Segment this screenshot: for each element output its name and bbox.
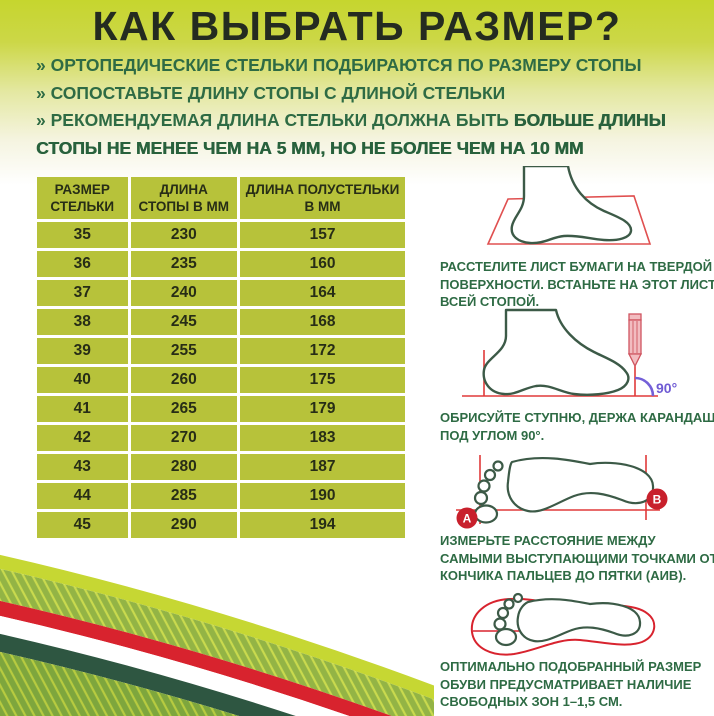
table-cell: 39 [37,338,128,364]
step-1-text: РАССТЕЛИТЕ ЛИСТ БУМАГИ НА ТВЕРДОЙ ПОВЕРХ… [440,259,714,309]
table-row: 39 255 172 [37,338,405,364]
table-row: 40 260 175 [37,367,405,393]
table-cell: 41 [37,396,128,422]
table-cell: 164 [240,280,405,306]
table-cell: 179 [240,396,405,422]
step-4-text: ОПТИМАЛЬНО ПОДОБРАННЫЙ РАЗМЕР ОБУВИ ПРЕД… [440,659,702,709]
page-title: КАК ВЫБРАТЬ РАЗМЕР? [92,3,622,49]
table-cell: 35 [37,222,128,248]
table-cell: 168 [240,309,405,335]
table-cell: 260 [130,367,238,393]
table-cell: 265 [130,396,238,422]
table-cell: 42 [37,425,128,451]
table-cell: 43 [37,454,128,480]
intro-bullets: » ОРТОПЕДИЧЕСКИЕ СТЕЛЬКИ ПОДБИРАЮТСЯ ПО … [36,52,692,162]
table-cell: 36 [37,251,128,277]
table-row: 44 285 190 [37,483,405,509]
table-row: 45 290 194 [37,512,405,538]
table-row: 35 230 157 [37,222,405,248]
point-b-label: В [653,493,662,507]
table-cell: 190 [240,483,405,509]
size-table: РАЗМЕР СТЕЛЬКИ ДЛИНА СТОПЫ В ММ ДЛИНА ПО… [34,174,408,541]
table-cell: 172 [240,338,405,364]
table-cell: 187 [240,454,405,480]
decorative-waves [0,554,434,716]
table-cell: 37 [37,280,128,306]
table-cell: 235 [130,251,238,277]
table-cell: 255 [130,338,238,364]
table-cell: 45 [37,512,128,538]
table-cell: 160 [240,251,405,277]
table-cell: 157 [240,222,405,248]
table-row: 43 280 187 [37,454,405,480]
table-row: 42 270 183 [37,425,405,451]
table-row: 38 245 168 [37,309,405,335]
trace-foot-pencil-icon: 90° [458,308,680,409]
table-cell: 194 [240,512,405,538]
table-cell: 38 [37,309,128,335]
bullet-2: » СОПОСТАВЬТЕ ДЛИНУ СТОПЫ С ДЛИНОЙ СТЕЛЬ… [36,82,506,103]
header-insole-size: РАЗМЕР СТЕЛЬКИ [37,177,128,219]
step-3-text: ИЗМЕРЬТЕ РАССТОЯНИЕ МЕЖДУ САМЫМИ ВЫСТУПА… [440,533,714,583]
bullet-3: » РЕКОМЕНДУЕМАЯ ДЛИНА СТЕЛЬКИ ДОЛЖНА БЫТ… [36,107,692,162]
table-row: 37 240 164 [37,280,405,306]
table-cell: 175 [240,367,405,393]
table-cell: 270 [130,425,238,451]
table-cell: 40 [37,367,128,393]
table-cell: 44 [37,483,128,509]
table-header-row: РАЗМЕР СТЕЛЬКИ ДЛИНА СТОПЫ В ММ ДЛИНА ПО… [37,177,405,219]
table-cell: 240 [130,280,238,306]
header-foot-length: ДЛИНА СТОПЫ В ММ [130,177,238,219]
step-2-text: ОБРИСУЙТЕ СТУПНЮ, ДЕРЖА КАРАНДАШ ПОД УГЛ… [440,410,714,443]
measure-footprint-icon: А В [450,450,672,537]
table-row: 36 235 160 [37,251,405,277]
table-row: 41 265 179 [37,396,405,422]
table-cell: 290 [130,512,238,538]
bullet-3-lead: » РЕКОМЕНДУЕМАЯ ДЛИНА СТЕЛЬКИ ДОЛЖНА БЫТ… [36,110,514,130]
bullet-1: » ОРТОПЕДИЧЕСКИЕ СТЕЛЬКИ ПОДБИРАЮТСЯ ПО … [36,55,642,75]
point-b-marker: В [646,488,668,510]
table-cell: 245 [130,309,238,335]
header-half-insole-length: ДЛИНА ПОЛУСТЕЛЬКИ В ММ [240,177,405,219]
pencil-icon [627,313,643,368]
table-cell: 183 [240,425,405,451]
foot-on-paper-icon [464,164,660,259]
angle-label: 90° [656,380,677,396]
table-cell: 280 [130,454,238,480]
table-cell: 230 [130,222,238,248]
point-a-marker: А [456,507,478,529]
insole-fit-icon [462,592,662,665]
point-a-label: А [463,512,472,526]
table-cell: 285 [130,483,238,509]
bullet-3-bold: БОЛЬШЕ ДЛИНЫ СТОПЫ НЕ МЕНЕЕ ЧЕМ НА 5 ММ,… [36,110,666,158]
